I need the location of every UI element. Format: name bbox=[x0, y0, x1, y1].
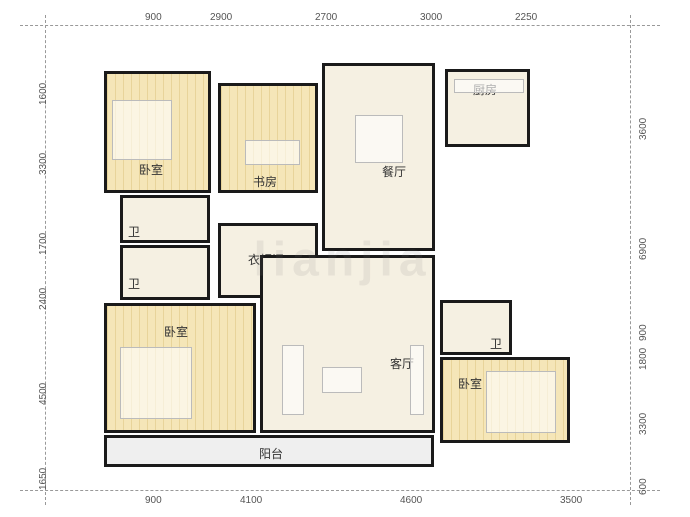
desk-study bbox=[245, 140, 300, 165]
dining-table bbox=[355, 115, 403, 163]
dim-right-2: 900 bbox=[638, 324, 649, 341]
dim-left-4: 4500 bbox=[38, 383, 49, 405]
dim-bottom-2: 4600 bbox=[400, 495, 422, 506]
dim-top-3: 3000 bbox=[420, 12, 442, 23]
bed-se bbox=[486, 371, 556, 433]
dim-left-3: 2400 bbox=[38, 288, 49, 310]
dim-top-1: 2900 bbox=[210, 12, 232, 23]
dim-right-1: 6900 bbox=[638, 238, 649, 260]
room-label-bedroom_nw: 卧室 bbox=[139, 161, 163, 178]
bed-nw bbox=[112, 100, 172, 160]
dim-right-5: 600 bbox=[638, 478, 649, 495]
sofa bbox=[282, 345, 304, 415]
room-label-study: 书房 bbox=[253, 173, 277, 190]
dim-bottom-3: 3500 bbox=[560, 495, 582, 506]
room-label-bath1: 卫 bbox=[128, 223, 140, 240]
tv-cabinet bbox=[410, 345, 424, 415]
room-label-balcony: 阳台 bbox=[259, 445, 283, 462]
dim-left-5: 1650 bbox=[38, 468, 49, 490]
dim-bottom-1: 4100 bbox=[240, 495, 262, 506]
dim-top-2: 2700 bbox=[315, 12, 337, 23]
dim-left-1: 3300 bbox=[38, 153, 49, 175]
room-label-bath2: 卫 bbox=[128, 275, 140, 292]
dim-left-2: 1700 bbox=[38, 233, 49, 255]
room-label-bath3: 卫 bbox=[490, 335, 502, 352]
room-label-bedroom_sw: 卧室 bbox=[164, 323, 188, 340]
dim-right-3: 1800 bbox=[638, 348, 649, 370]
dim-top-0: 900 bbox=[145, 12, 162, 23]
room-label-dining: 餐厅 bbox=[382, 163, 406, 180]
bed-sw bbox=[120, 347, 192, 419]
dim-bottom-0: 900 bbox=[145, 495, 162, 506]
dim-right-4: 3300 bbox=[638, 413, 649, 435]
kitchen-counter bbox=[454, 79, 524, 93]
room-label-bedroom_se: 卧室 bbox=[458, 375, 482, 392]
dim-top-4: 2250 bbox=[515, 12, 537, 23]
floorplan-canvas: 卧室书房餐厅厨房卫卫衣帽间卧室客厅卫卧室阳台 lianjia bbox=[90, 45, 595, 475]
dim-right-0: 3600 bbox=[638, 118, 649, 140]
coffee-table bbox=[322, 367, 362, 393]
dim-left-0: 1600 bbox=[38, 83, 49, 105]
